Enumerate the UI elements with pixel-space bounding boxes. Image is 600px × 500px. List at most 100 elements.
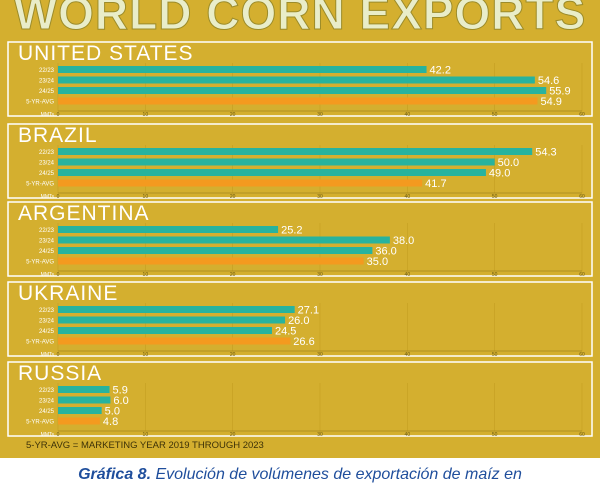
bar-category-label: 23/24 — [39, 399, 55, 405]
caption-label: Gráfica 8. — [78, 466, 152, 483]
bar — [58, 247, 373, 254]
x-tick-label: 30 — [317, 194, 323, 200]
bar — [58, 396, 111, 404]
x-tick-label: 20 — [230, 194, 236, 200]
chart-canvas: UNITED STATES 22/23 42.2 23/24 54.6 24/25 55.9… — [7, 41, 593, 438]
bar-category-label: 23/24 — [39, 79, 55, 85]
country-panel-frame — [7, 361, 593, 437]
x-tick-label: 40 — [405, 112, 411, 118]
bar — [58, 66, 427, 73]
x-tick-label: 10 — [143, 194, 149, 200]
country-name: ARGENTINA — [18, 202, 150, 225]
bar-value-label: 50.0 — [498, 157, 519, 169]
bar — [58, 169, 486, 176]
x-tick-label: 50 — [492, 112, 498, 118]
bar-category-label: 5-YR-AVG — [26, 100, 54, 106]
bar-value-label: 5.9 — [113, 385, 128, 397]
bar-category-label: 24/25 — [39, 329, 55, 335]
bar-category-label: 5-YR-AVG — [26, 260, 54, 266]
bar — [58, 386, 110, 393]
bar-category-label: 24/25 — [39, 171, 55, 177]
bar-value-label: 36.0 — [375, 246, 396, 258]
x-tick-label: 50 — [492, 272, 498, 278]
bar — [58, 257, 364, 265]
x-axis-unit-label: MMTs — [41, 272, 55, 278]
bar-value-label: 5.0 — [105, 406, 120, 418]
bar — [58, 337, 291, 345]
x-tick-label: 10 — [143, 432, 149, 438]
bar — [58, 306, 295, 313]
bar-value-label: 54.6 — [538, 75, 559, 87]
country-name: BRAZIL — [18, 124, 98, 147]
x-axis-unit-label: MMTs — [41, 432, 55, 438]
bar-category-label: 22/23 — [39, 228, 55, 234]
bar — [58, 148, 533, 155]
x-tick-label: 30 — [317, 112, 323, 118]
x-tick-label: 40 — [405, 432, 411, 438]
x-tick-label: 10 — [143, 352, 149, 358]
x-tick-label: 0 — [57, 272, 60, 278]
country-panel-frame — [7, 201, 593, 277]
bar-category-label: 22/23 — [39, 68, 55, 74]
x-tick-label: 0 — [57, 112, 60, 118]
x-axis-unit-label: MMTs — [41, 194, 55, 200]
bar — [58, 236, 390, 244]
x-tick-label: 30 — [317, 432, 323, 438]
x-tick-label: 0 — [57, 194, 60, 200]
x-tick-label: 0 — [57, 432, 60, 438]
x-tick-label: 60 — [579, 194, 585, 200]
bar-category-label: 24/25 — [39, 249, 55, 255]
x-tick-label: 10 — [143, 272, 149, 278]
bar-value-label: 49.0 — [489, 168, 510, 180]
bar-value-label: 24.5 — [275, 326, 296, 338]
x-tick-label: 30 — [317, 272, 323, 278]
x-axis-unit-label: MMTs — [41, 352, 55, 358]
bar — [58, 407, 102, 414]
x-tick-label: 30 — [317, 352, 323, 358]
x-tick-label: 20 — [230, 432, 236, 438]
bar-category-label: 24/25 — [39, 89, 55, 95]
x-tick-label: 50 — [492, 432, 498, 438]
x-tick-label: 60 — [579, 112, 585, 118]
x-tick-label: 20 — [230, 272, 236, 278]
figure-caption: Gráfica 8. Evolución de volúmenes de exp… — [0, 466, 600, 484]
caption-text: Evolución de volúmenes de exportación de… — [155, 466, 522, 483]
bar-value-label: 35.0 — [367, 256, 388, 268]
bar — [58, 97, 538, 105]
bar-value-label: 42.2 — [430, 65, 451, 77]
x-tick-label: 40 — [405, 272, 411, 278]
country-panel-frame — [7, 41, 593, 117]
bar — [58, 158, 495, 166]
country-name: UNITED STATES — [18, 42, 194, 65]
country-name: UKRAINE — [18, 282, 118, 305]
x-axis-unit-label: MMTs — [41, 112, 55, 118]
x-tick-label: 60 — [579, 432, 585, 438]
bar-value-label: 4.8 — [103, 416, 118, 428]
bar-category-label: 22/23 — [39, 388, 55, 394]
bar-category-label: 23/24 — [39, 239, 55, 245]
bar-value-label: 25.2 — [281, 225, 302, 237]
country-panel-frame — [7, 281, 593, 357]
bar — [58, 179, 423, 187]
bar-category-label: 5-YR-AVG — [26, 340, 54, 346]
x-tick-label: 20 — [230, 112, 236, 118]
bar-category-label: 5-YR-AVG — [26, 182, 54, 188]
bar-value-label: 26.0 — [288, 315, 309, 327]
bar-category-label: 23/24 — [39, 161, 55, 167]
bar-category-label: 5-YR-AVG — [26, 420, 54, 426]
bar-category-label: 23/24 — [39, 319, 55, 325]
x-tick-label: 60 — [579, 272, 585, 278]
bar — [58, 417, 100, 425]
x-tick-label: 50 — [492, 352, 498, 358]
bar — [58, 226, 279, 233]
bar-value-label: 27.1 — [298, 305, 319, 317]
bar-value-label: 6.0 — [113, 395, 128, 407]
x-tick-label: 40 — [405, 194, 411, 200]
chart-title: WORLD CORN EXPORTS — [13, 0, 587, 40]
chart-poster: WORLD CORN EXPORTS UNITED STATES 22/23 42.… — [0, 0, 600, 458]
bar — [58, 316, 286, 324]
bar-value-label: 26.6 — [293, 336, 314, 348]
x-tick-label: 60 — [579, 352, 585, 358]
bar-value-label: 54.9 — [540, 96, 561, 108]
country-name: RUSSIA — [18, 362, 102, 385]
